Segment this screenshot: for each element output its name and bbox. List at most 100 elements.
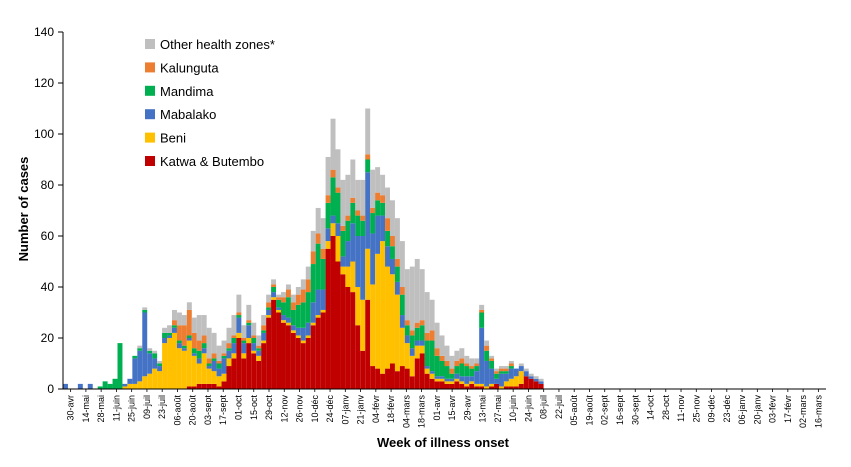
bar-segment: [261, 340, 267, 344]
bar-segment: [211, 332, 217, 354]
bar-segment: [385, 230, 390, 247]
bar-segment: [479, 312, 485, 328]
bar-segment: [479, 304, 485, 310]
x-tick-label: 17-févr: [783, 395, 793, 423]
bar-segment: [181, 350, 187, 389]
bar-segment: [167, 325, 172, 333]
bar-segment: [399, 241, 405, 287]
bar-segment: [211, 383, 217, 389]
bar-segment: [494, 368, 499, 372]
bar-segment: [399, 315, 405, 328]
bar-segment: [281, 302, 286, 316]
bar-segment: [355, 210, 361, 216]
x-tick-label: 25-nov: [691, 395, 701, 423]
bar-segment: [211, 358, 217, 361]
bar-segment: [459, 376, 465, 382]
bar-segment: [167, 335, 172, 338]
bars: [63, 108, 544, 389]
bar-segment: [355, 325, 361, 389]
bar-segment: [142, 376, 148, 389]
x-tick-label: 29-avr: [462, 395, 472, 421]
bar-segment: [186, 340, 192, 387]
bar-segment: [513, 386, 519, 389]
bar-segment: [122, 383, 128, 387]
bar-segment: [409, 266, 415, 331]
bar-segment: [196, 340, 202, 351]
bar-segment: [523, 368, 529, 372]
x-tick-label: 20-août: [188, 395, 198, 426]
bar-segment: [122, 386, 128, 389]
bar-segment: [434, 381, 440, 389]
bar-segment: [211, 360, 217, 372]
bar-segment: [360, 350, 366, 389]
bar-segment: [276, 299, 281, 308]
bar-segment: [181, 345, 187, 349]
bar-segment: [429, 330, 435, 341]
bar-segment: [449, 355, 455, 369]
bar-segment: [439, 381, 445, 389]
y-axis: 0 20 40 60 80 100 120 140: [34, 25, 64, 396]
bar-segment: [310, 322, 316, 326]
bar-segment: [315, 207, 321, 234]
bar-segment: [380, 241, 386, 374]
bar-segment: [390, 236, 395, 247]
x-tick-label: 23-juil: [157, 395, 167, 419]
x-tick-label: 18-mars: [417, 395, 427, 429]
bar-segment: [196, 383, 202, 389]
bar-segment: [142, 309, 148, 313]
bar-segment: [394, 281, 400, 295]
bar-segment: [246, 338, 252, 344]
bar-segment: [266, 294, 272, 303]
bar-segment: [157, 371, 163, 389]
bar-segment: [310, 302, 316, 323]
bar-segment: [157, 363, 163, 367]
bar-segment: [394, 258, 400, 267]
bar-segment: [256, 355, 262, 361]
bar-segment: [241, 353, 247, 359]
bar-segment: [147, 348, 153, 351]
bar-segment: [300, 327, 306, 341]
bar-segment: [281, 320, 286, 323]
bar-segment: [503, 386, 509, 389]
bar-segment: [305, 279, 311, 293]
bar-segment: [345, 241, 351, 267]
bar-segment: [172, 332, 177, 389]
bar-segment: [300, 340, 306, 344]
bar-segment: [484, 360, 490, 387]
bar-segment: [172, 325, 177, 328]
bar-segment: [503, 381, 509, 387]
legend-label: Beni: [160, 131, 186, 146]
bar-segment: [147, 373, 153, 389]
bar-segment: [380, 195, 386, 203]
x-tick-label: 09-juil: [142, 395, 152, 419]
bar-segment: [459, 358, 465, 364]
bar-segment: [419, 320, 425, 326]
bar-segment: [513, 368, 519, 377]
x-tick-label: 14-mai: [81, 395, 91, 423]
bar-segment: [350, 223, 356, 262]
bar-segment: [285, 297, 291, 318]
bar-segment: [489, 358, 495, 361]
bar-segment: [256, 348, 262, 351]
bar-segment: [479, 309, 485, 313]
bar-segment: [459, 363, 465, 377]
bar-segment: [484, 350, 490, 361]
bar-segment: [176, 343, 182, 349]
x-tick-label: 18-févr: [386, 395, 396, 423]
bar-segment: [281, 322, 286, 389]
bar-segment: [206, 327, 212, 359]
bar-segment: [385, 218, 390, 231]
bar-segment: [340, 179, 346, 226]
bar-segment: [251, 338, 257, 344]
x-tick-label: 21-janv: [356, 395, 366, 425]
x-tick-label: 15-avr: [447, 395, 457, 421]
bar-segment: [137, 345, 143, 349]
bar-segment: [241, 343, 247, 354]
bar-segment: [518, 366, 524, 372]
bar-segment: [385, 187, 390, 219]
bar-segment: [489, 386, 495, 389]
bar-segment: [429, 373, 435, 379]
bar-segment: [330, 169, 336, 178]
bar-segment: [533, 381, 539, 389]
